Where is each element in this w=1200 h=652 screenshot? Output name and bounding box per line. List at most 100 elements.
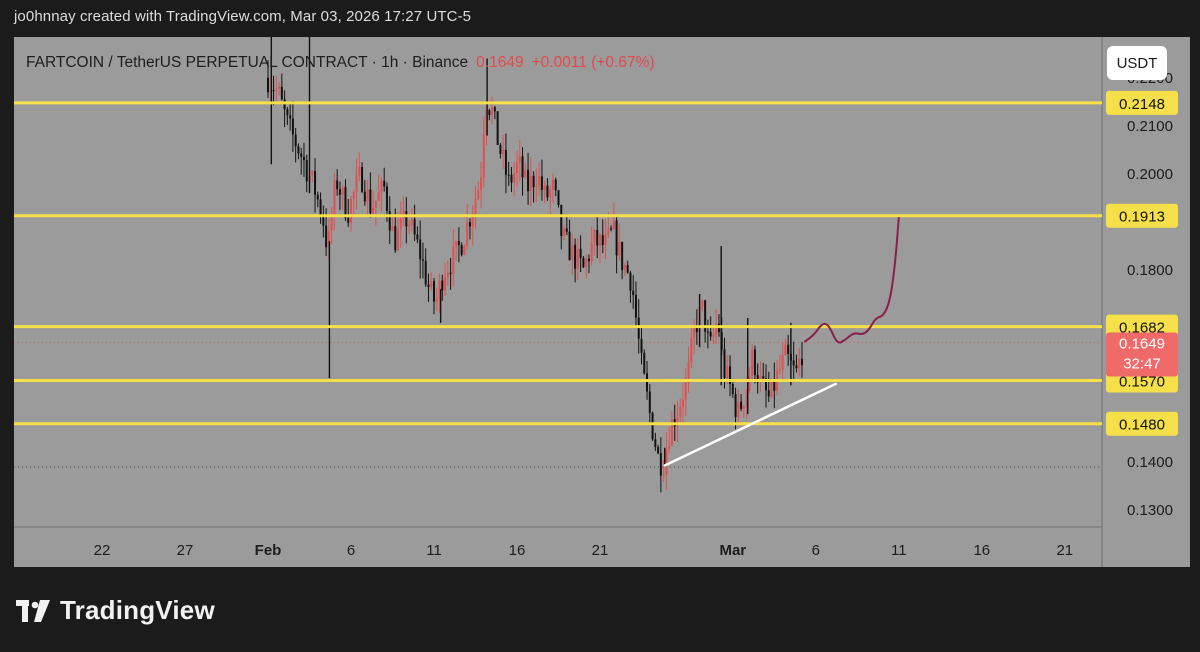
candle-body	[430, 281, 433, 288]
candle-body	[330, 216, 333, 231]
candle-body	[377, 192, 380, 201]
candle-body	[593, 229, 596, 243]
candle-body	[535, 186, 538, 188]
candle-body	[424, 260, 427, 285]
last-price-text: 0.1649	[476, 54, 524, 71]
candle-body	[767, 390, 770, 397]
candle-body	[751, 349, 754, 377]
candle-body	[723, 349, 726, 378]
candle-body	[626, 265, 629, 273]
candle-body	[651, 412, 654, 440]
candle-body	[726, 366, 729, 378]
candle-body	[369, 189, 372, 214]
candle-body	[302, 156, 305, 161]
candles-group	[267, 37, 803, 493]
candle-body	[623, 265, 626, 271]
candle-body	[659, 453, 662, 476]
candle-body	[449, 272, 452, 274]
projection-path	[803, 217, 900, 344]
candle-body	[388, 210, 391, 231]
candle-body	[327, 230, 330, 248]
candle-body	[361, 166, 364, 192]
candle-body	[427, 284, 430, 288]
candle-body	[538, 176, 541, 187]
level-tag-label: 0.1913	[1119, 209, 1165, 226]
candle-body	[532, 175, 535, 188]
candle-body	[300, 153, 303, 157]
candle-body	[693, 325, 696, 339]
candle-body	[468, 222, 471, 227]
candle-body	[452, 246, 455, 274]
candle-body	[599, 235, 601, 246]
candle-body	[518, 156, 521, 163]
level-tag-label: 0.1480	[1119, 417, 1165, 434]
candle-body	[372, 207, 375, 214]
time-tick-label: 21	[1056, 542, 1073, 559]
time-tick-label: 11	[426, 542, 442, 559]
candle-body	[585, 258, 588, 268]
candle-body	[338, 189, 341, 195]
candle-body	[267, 77, 269, 93]
candle-body	[765, 378, 767, 391]
candle-body	[574, 244, 577, 269]
candle-body	[729, 366, 732, 384]
time-tick-label: 6	[812, 542, 820, 559]
candle-body	[637, 317, 640, 339]
price-tick-label: 0.2100	[1127, 118, 1173, 135]
candle-body	[654, 439, 657, 448]
candle-body	[648, 391, 651, 413]
symbol-legend: FARTCOIN / TetherUS PERPETUAL CONTRACT ·…	[26, 54, 655, 72]
candle-body	[280, 86, 283, 100]
candle-body	[634, 294, 637, 318]
candle-body	[665, 449, 668, 475]
candle-body	[471, 213, 474, 227]
tradingview-logo-icon	[16, 599, 50, 622]
candle-body	[352, 192, 355, 199]
price-chart[interactable]: 0.22000.21000.20000.18000.14000.13002227…	[14, 37, 1190, 567]
candle-body	[510, 174, 513, 183]
support-trendline	[663, 382, 837, 467]
candle-body	[668, 445, 671, 450]
last-price-tag-label: 0.1649	[1119, 336, 1165, 353]
candle-body	[596, 229, 599, 246]
candle-body	[314, 170, 317, 195]
candle-body	[444, 277, 447, 291]
candle-body	[391, 226, 394, 231]
candle-body	[463, 245, 466, 255]
candle-body	[762, 376, 765, 379]
candle-body	[706, 331, 709, 333]
candle-body	[278, 86, 281, 89]
candle-body	[546, 185, 549, 198]
level-tag	[1106, 203, 1178, 228]
candle-body	[792, 360, 795, 366]
candle-body	[477, 189, 480, 199]
candle-body	[385, 186, 388, 211]
time-tick-label: 6	[347, 542, 355, 559]
candle-body	[433, 281, 435, 302]
time-tick-label: 27	[177, 542, 194, 559]
candle-body	[466, 222, 469, 246]
candle-body	[336, 180, 339, 190]
time-tick-label: 16	[973, 542, 990, 559]
candle-body	[294, 134, 297, 147]
candle-body	[798, 358, 801, 369]
candle-body	[513, 172, 516, 183]
candle-body	[374, 200, 377, 208]
candle-body	[319, 199, 322, 216]
candle-body	[482, 134, 485, 178]
candle-body	[618, 242, 621, 256]
candle-body	[687, 362, 690, 379]
candle-body	[610, 228, 613, 230]
candle-body	[601, 235, 604, 246]
candle-body	[455, 241, 458, 247]
currency-button[interactable]: USDT	[1107, 46, 1167, 80]
candle-body	[704, 300, 707, 332]
candle-body	[712, 334, 715, 337]
level-tag	[1106, 411, 1178, 436]
candle-body	[715, 323, 718, 335]
candle-body	[286, 109, 289, 116]
candle-body	[551, 179, 554, 190]
candle-body	[737, 401, 740, 418]
chart-panel[interactable]: 0.22000.21000.20000.18000.14000.13002227…	[14, 37, 1190, 567]
